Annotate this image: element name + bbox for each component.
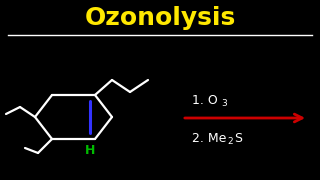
Text: S: S (234, 132, 242, 145)
Text: 1. O: 1. O (192, 93, 218, 107)
Text: 2. Me: 2. Me (192, 132, 226, 145)
Text: H: H (85, 145, 95, 158)
FancyArrowPatch shape (185, 114, 302, 122)
Text: Ozonolysis: Ozonolysis (84, 6, 236, 30)
Text: 3: 3 (221, 98, 227, 107)
Text: 2: 2 (227, 136, 233, 145)
